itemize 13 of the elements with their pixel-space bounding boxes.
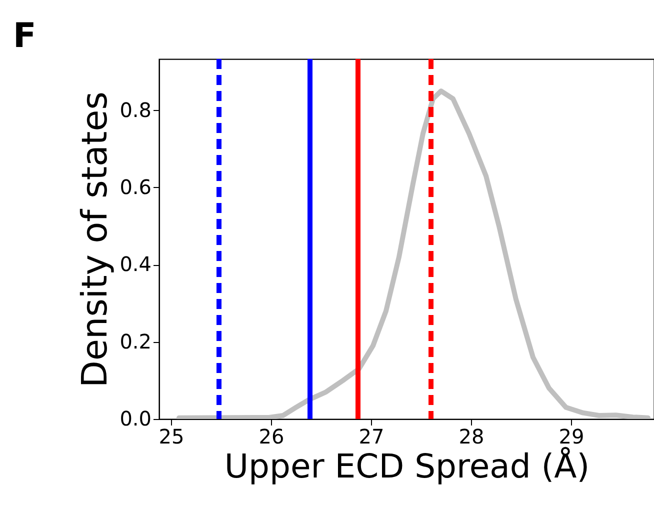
x-tick-label: 26 bbox=[258, 424, 284, 448]
x-tick-label: 28 bbox=[458, 424, 484, 448]
chart-title: F bbox=[13, 16, 36, 56]
y-tick-label: 0.0 bbox=[120, 406, 152, 430]
y-axis-title: Density of states bbox=[76, 92, 116, 388]
y-tick-label: 0.8 bbox=[120, 98, 152, 122]
y-tick-label: 0.6 bbox=[120, 174, 152, 199]
x-tick-label: 29 bbox=[558, 424, 584, 448]
x-tick-label: 27 bbox=[358, 424, 384, 448]
x-tick-label: 25 bbox=[158, 424, 184, 448]
y-tick-label: 0.4 bbox=[120, 252, 152, 276]
y-tick-label: 0.2 bbox=[120, 329, 152, 354]
x-axis-title: Upper ECD Spread (Å) bbox=[224, 446, 590, 486]
